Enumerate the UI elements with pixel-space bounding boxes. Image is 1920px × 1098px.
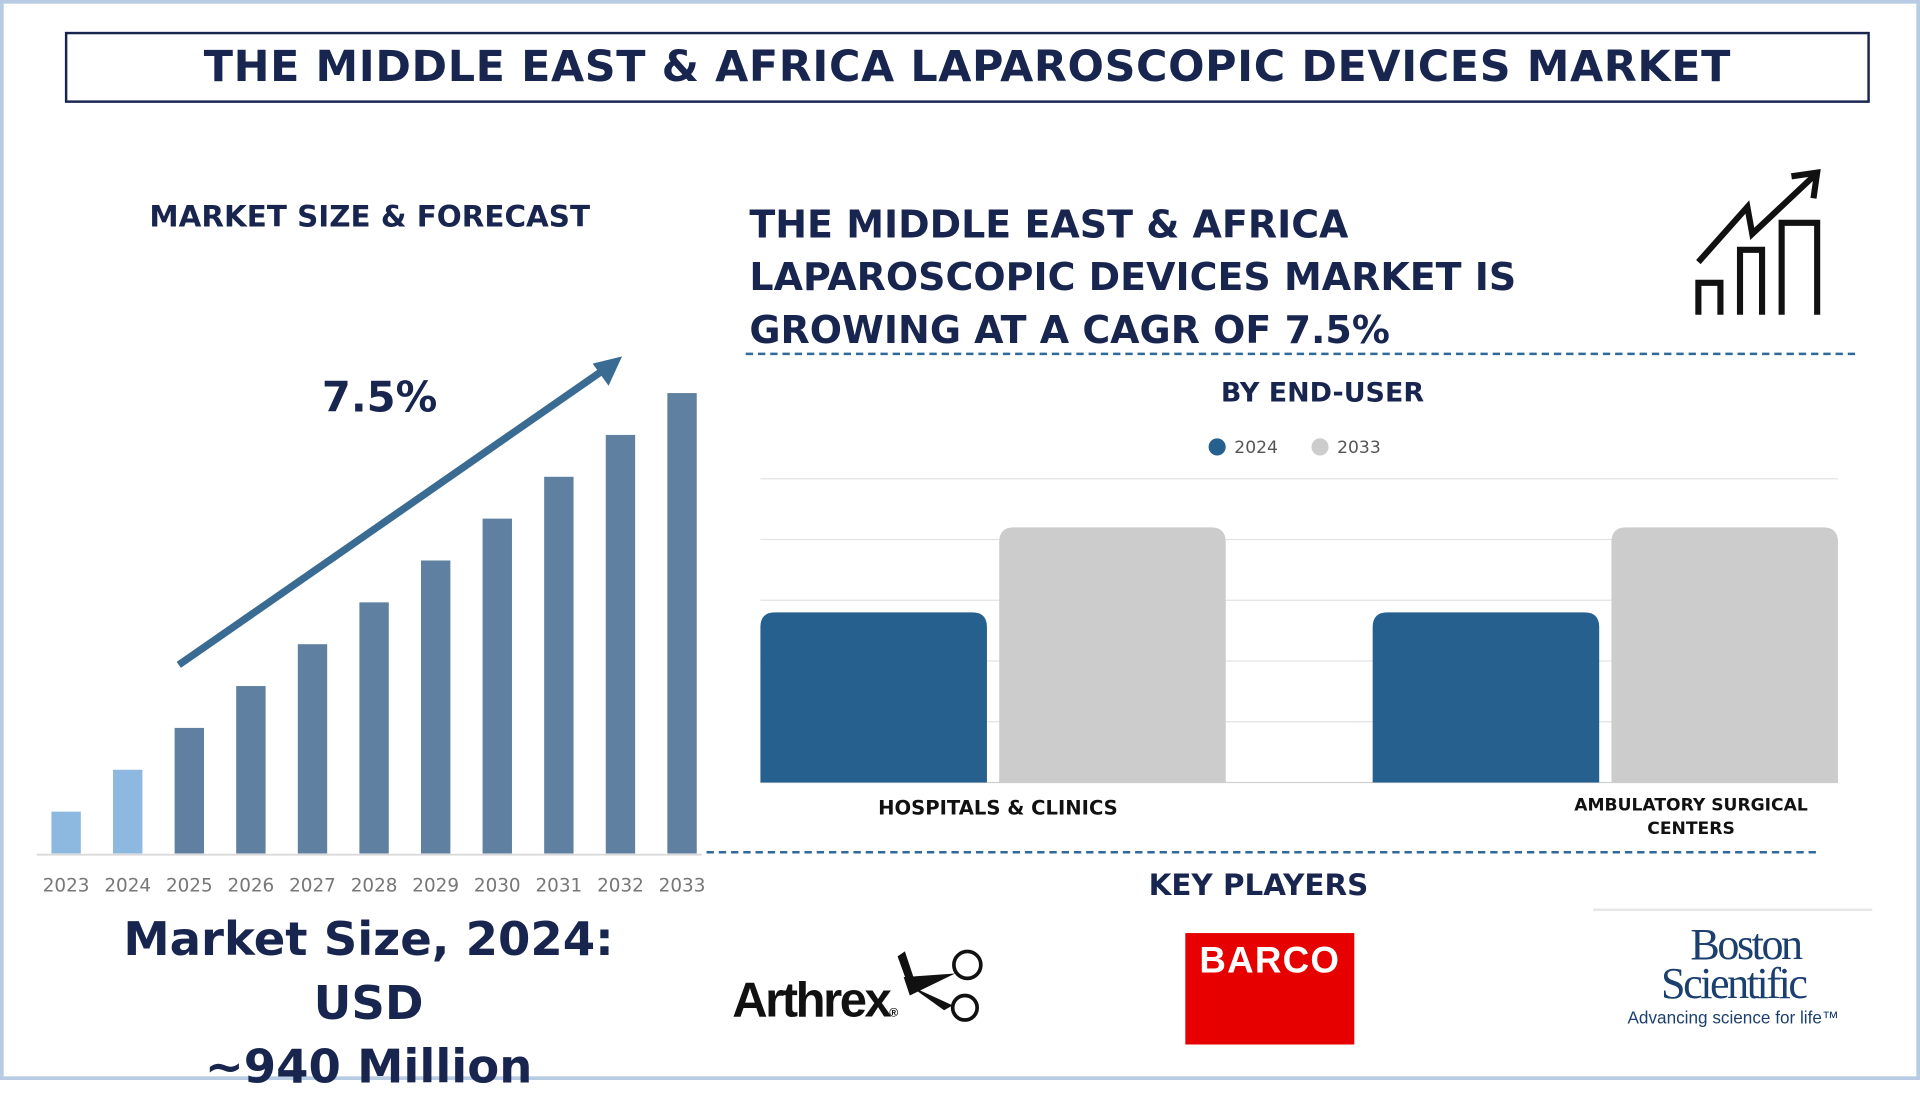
bar-2033	[999, 527, 1226, 783]
divider	[745, 352, 1856, 356]
x-tick-label: 2028	[351, 875, 398, 896]
growth-chart-icon	[1695, 169, 1821, 315]
legend-marker-2033	[1311, 438, 1329, 456]
page-title: THE MIDDLE EAST & AFRICA LAPAROSCOPIC DE…	[64, 31, 1870, 103]
x-tick-label: 2031	[535, 875, 582, 896]
chart-title: BY END-USER	[1221, 378, 1424, 409]
x-tick-label: 2026	[228, 875, 275, 896]
bar-2027	[297, 644, 328, 854]
key-players-title: KEY PLAYERS	[1148, 868, 1369, 903]
x-tick-label: 2029	[412, 875, 459, 896]
bar-2025	[174, 727, 205, 854]
bar-2033	[667, 393, 697, 854]
barco-logo: BARCO	[1185, 933, 1355, 1045]
bar-2024	[760, 612, 987, 783]
bar-2028	[359, 602, 389, 854]
boston-tagline: Advancing science for life™	[1627, 1007, 1840, 1028]
x-tick-label: 2024	[104, 875, 151, 896]
boston-wordmark: Boston Scientific	[1661, 919, 1808, 1008]
bar-2029	[420, 560, 451, 854]
market-size-line1: Market Size, 2024: USD	[123, 912, 614, 1030]
divider	[706, 851, 1816, 854]
trend-arrow-head	[592, 356, 623, 386]
trend-arrow-line	[176, 364, 610, 668]
bar-2024	[1372, 612, 1600, 783]
barco-wordmark: BARCO	[1199, 940, 1341, 981]
x-tick-label: 2030	[474, 875, 521, 896]
boston-scientific-logo: Boston Scientific Advancing science for …	[1602, 919, 1865, 1028]
x-tick-label: 2033	[659, 875, 706, 896]
headline-line3: GROWING AT A CAGR OF 7.5%	[749, 308, 1390, 353]
market-size-line2: ~940 Million	[204, 1039, 533, 1094]
x-tick-label: 2023	[43, 875, 90, 896]
category-label: HOSPITALS & CLINICS	[878, 796, 1118, 819]
market-forecast-chart: 2023 2024 2025 2026 2027 2028 2029 2030 2031 2032…	[36, 356, 706, 896]
end-user-chart: BY END-USER 2024 2033 HOSPITALS & CLINICS AM…	[760, 378, 1838, 839]
category-label-line1: AMBULATORY SURGICAL	[1574, 796, 1808, 816]
arthrex-wordmark: Arthrex®	[732, 973, 898, 1028]
bar-2026	[236, 686, 266, 854]
bar-2031	[544, 476, 574, 854]
legend-marker-2024	[1208, 438, 1226, 456]
x-tick-label: 2032	[597, 875, 644, 896]
cagr-label: 7.5%	[322, 372, 437, 421]
divider	[1593, 908, 1873, 912]
bar-2033	[1611, 527, 1838, 783]
legend-label-2024: 2024	[1234, 438, 1278, 458]
cagr-headline: THE MIDDLE EAST & AFRICA LAPAROSCOPIC DE…	[749, 200, 1516, 358]
bar-2030	[482, 518, 512, 854]
x-tick-label: 2027	[289, 875, 336, 896]
x-tick-label: 2025	[166, 875, 213, 896]
market-size-title: MARKET SIZE & FORECAST	[149, 199, 590, 234]
bar-2032	[605, 434, 636, 854]
arthrex-logo: Arthrex®	[732, 947, 995, 1033]
scissors-icon	[897, 949, 983, 1022]
bar-2023	[51, 811, 81, 854]
market-size-text: Market Size, 2024: USD ~940 Million	[62, 907, 674, 1098]
bar-2024	[113, 769, 143, 854]
category-label-line2: CENTERS	[1647, 819, 1735, 839]
legend-label-2033: 2033	[1337, 438, 1381, 458]
headline-line2: LAPAROSCOPIC DEVICES MARKET IS	[749, 255, 1517, 301]
headline-line1: THE MIDDLE EAST & AFRICA	[749, 203, 1349, 248]
